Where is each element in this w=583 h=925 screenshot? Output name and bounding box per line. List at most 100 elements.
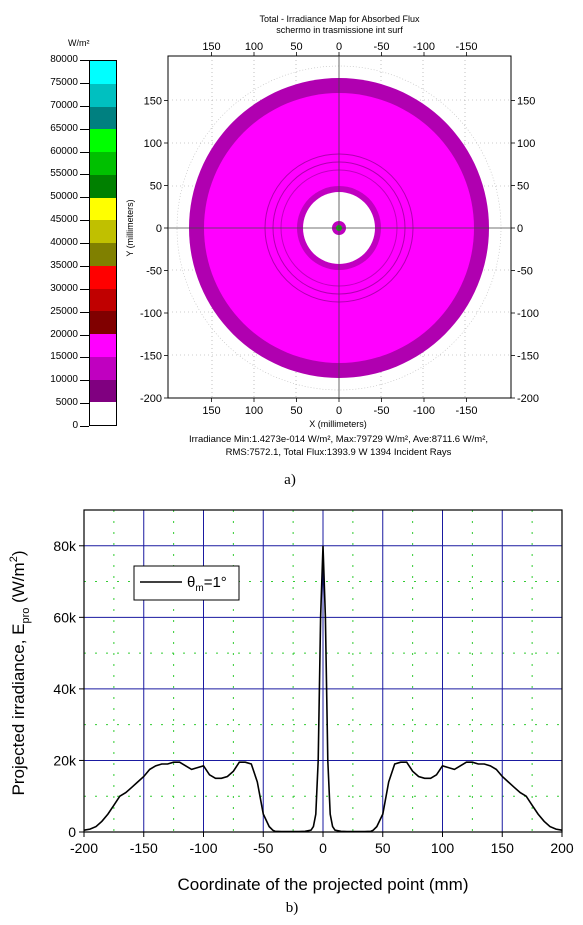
map-y-right-tick-label: -100	[517, 308, 539, 320]
map-x-top-tick-label: 50	[290, 41, 302, 53]
colorbar-cell	[90, 61, 116, 84]
map-y-tick-label: -50	[146, 266, 162, 278]
colorbar-tick	[80, 311, 89, 313]
colorbar-label: 25000	[50, 305, 78, 317]
map-y-right-tick-label: -200	[517, 393, 539, 405]
colorbar-tick	[80, 105, 89, 107]
map-x-top-tick-label: -150	[455, 41, 477, 53]
map-x-top-tick-label: -100	[413, 41, 435, 53]
colorbar-cell	[90, 402, 116, 425]
colorbar-cell	[90, 83, 116, 107]
map-x-top-tick-label: 0	[336, 41, 342, 53]
tick-labels: -200 -150 -100 -50 0 50 100 150 200 0 20k 40k 60k 80k	[53, 538, 573, 856]
map-x-top-tick-label: 100	[245, 41, 263, 53]
colorbar-tick	[80, 357, 89, 359]
x-tick-label: -50	[253, 840, 273, 856]
map-y-tick-label: -150	[140, 351, 162, 363]
y-axis-label: Projected irradiance, Epro (W/m2)	[8, 550, 32, 795]
colorbar-tick	[80, 243, 89, 244]
legend: θm=1°	[133, 565, 240, 601]
y-tick-label: 20k	[53, 752, 77, 768]
colorbar-cell	[90, 379, 116, 403]
map-y-tick-label: 100	[144, 138, 162, 150]
colorbar-tick	[80, 197, 89, 199]
map-y-right-tick-label: 50	[517, 181, 529, 193]
irradiance-map: 150 100 50 0 -50 -100 -150 150 100 50 0 -50 -100 -150…	[125, 41, 539, 429]
series-line-theta-m-1	[83, 545, 563, 833]
map-x-bottom-tick-label: -100	[413, 405, 435, 417]
colorbar-cell	[90, 311, 116, 334]
map-y-right-tick-label: -150	[517, 351, 539, 363]
map-y-tick-label: 0	[156, 223, 162, 235]
colorbar-tick	[80, 403, 89, 405]
map-x-label: X (millimeters)	[309, 419, 367, 429]
map-y-right-tick-label: -50	[517, 266, 533, 278]
y-tick-label: 80k	[53, 538, 77, 554]
map-title: Total - Irradiance Map for Absorbed Flux	[259, 14, 420, 24]
colorbar-label: 20000	[50, 328, 78, 340]
colorbar-label: 30000	[50, 282, 78, 294]
y-tick-label: 40k	[53, 681, 77, 697]
colorbar-cell	[90, 197, 116, 221]
colorbar-label: 65000	[50, 122, 78, 134]
colorbar-cell	[90, 174, 116, 198]
colorbar-label: 60000	[50, 145, 78, 157]
stats-line-2: RMS:7572.1, Total Flux:1393.9 W 1394 Inc…	[225, 447, 452, 458]
colorbar-label: 75000	[50, 76, 78, 88]
colorbar-label: 70000	[50, 99, 78, 111]
map-y-tick-label: -200	[140, 393, 162, 405]
y-tick-label: 60k	[53, 609, 77, 625]
colorbar-label: 5000	[55, 397, 78, 409]
map-x-bottom-tick-label: 100	[245, 405, 263, 417]
colorbar-label: 80000	[50, 54, 78, 65]
colorbar-cell	[90, 288, 116, 312]
colorbar-tick	[80, 265, 89, 267]
colorbar-cell	[90, 220, 116, 243]
map-y-tick-label: 50	[150, 181, 162, 193]
x-tick-label: 50	[375, 840, 391, 856]
colorbar	[89, 60, 117, 426]
colorbar-tick	[80, 220, 89, 222]
colorbar-tick	[80, 151, 89, 153]
x-tick-label: -100	[189, 840, 217, 856]
map-x-bottom-tick-label: 0	[336, 405, 342, 417]
colorbar-label: 35000	[50, 259, 78, 271]
colorbar-tick	[80, 426, 89, 427]
map-y-tick-label: -100	[140, 308, 162, 320]
colorbar-cell	[90, 106, 116, 130]
map-y-right-tick-label: 100	[517, 138, 535, 150]
colorbar-tick	[80, 174, 89, 176]
colorbar-label: 55000	[50, 168, 78, 180]
map-x-bottom-tick-label: 150	[202, 405, 220, 417]
colorbar-tick	[80, 82, 89, 84]
legend-box	[133, 565, 240, 601]
colorbar-unit: W/m²	[68, 38, 90, 48]
colorbar-tick	[80, 128, 89, 130]
legend-label: θm=1°	[187, 574, 227, 594]
figure-a: W/m² 80000 75000 70000 65000 60000 55000 50000…	[50, 14, 539, 488]
colorbar-cell	[90, 356, 116, 380]
x-tick-label: -200	[70, 840, 98, 856]
map-ticks	[164, 52, 515, 402]
map-x-bottom-tick-label: 50	[290, 405, 302, 417]
colorbar-tick	[80, 60, 89, 61]
x-axis-label: Coordinate of the projected point (mm)	[177, 875, 468, 894]
map-subtitle: schermo in trasmissione int surf	[276, 25, 403, 35]
colorbar-label: 0	[72, 420, 78, 431]
irradiance-profile-chart: -200 -150 -100 -50 0 50 100 150 200 0 20k 40k 60k 80k…	[8, 509, 574, 894]
caption-b: b)	[285, 900, 299, 916]
x-tick-label: 0	[319, 840, 327, 856]
map-x-bottom-tick-label: -150	[455, 405, 477, 417]
colorbar-tick	[80, 288, 89, 290]
map-x-top-tick-label: -50	[374, 41, 390, 53]
map-x-bottom-tick-label: -50	[374, 405, 390, 417]
x-tick-label: 100	[431, 840, 455, 856]
map-y-label: Y (millimeters)	[125, 199, 135, 256]
map-y-tick-label: 150	[144, 96, 162, 108]
x-tick-label: 200	[550, 840, 574, 856]
colorbar-cell	[90, 129, 116, 152]
colorbar-cell	[90, 152, 116, 175]
colorbar-cell	[90, 265, 116, 289]
x-tick-label: 150	[491, 840, 515, 856]
x-tick-label: -150	[130, 840, 158, 856]
